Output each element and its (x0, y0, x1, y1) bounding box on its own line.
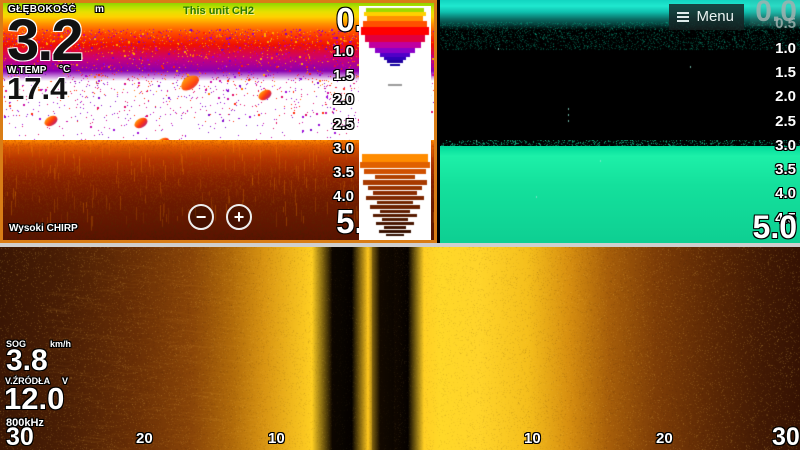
downscan-speckle-targets (440, 0, 800, 243)
menu-button[interactable]: Menu (669, 4, 744, 30)
a-scope-strip (359, 6, 431, 240)
sidescan-texture (0, 247, 800, 450)
depth-tick: 1.5 (775, 63, 796, 81)
temperature-label: W.TEMP (7, 65, 47, 76)
range-tick: 30 (772, 423, 800, 450)
sog-unit: km/h (50, 339, 72, 349)
depth-tick: 3.5 (775, 161, 796, 179)
depth-tick: 1.5 (333, 66, 354, 84)
temperature-value: 17.4 (7, 71, 68, 106)
zoom-controls: − + (188, 204, 252, 230)
temperature-unit: °C (59, 64, 71, 75)
voltage-value: 12.0 (4, 381, 65, 416)
depth-unit: m (95, 4, 104, 15)
depth-tick: 3.0 (333, 139, 354, 157)
depth-tick: 2.5 (775, 112, 796, 130)
depth-tick: 3.0 (775, 136, 796, 154)
depth-label: GŁĘBOKOŚĆ (8, 4, 77, 15)
chirp-sonar-panel[interactable]: This unit CH2 GŁĘBOKOŚĆ m 3.2 W.TEMP °C … (0, 0, 437, 243)
depth-value: 3.2 (7, 8, 84, 73)
voltage-label: V.ŹRÓDŁA (5, 376, 51, 386)
chirp-mode-label: Wysoki CHIRP (9, 223, 78, 234)
depth-tick: 3.5 (333, 164, 354, 182)
depth-tick: 4.0 (775, 185, 796, 203)
range-tick: 10 (524, 430, 541, 447)
range-tick: 30 (6, 423, 34, 450)
hamburger-icon (677, 10, 690, 24)
voltage-unit: V (62, 376, 69, 386)
zoom-in-button[interactable]: + (226, 204, 252, 230)
depth-tick: 4.0 (333, 188, 354, 206)
downscan-range-top: 0.0 (755, 0, 797, 28)
downscan-range-bottom: 5.0 (752, 209, 797, 243)
depth-scale-left: 1.0 1.5 2.0 2.5 3.0 3.5 4.0 (310, 3, 356, 240)
depth-tick: 1.0 (333, 42, 354, 60)
sog-label: SOG (6, 339, 27, 349)
range-tick: 10 (268, 430, 285, 447)
downscan-sonar-panel[interactable]: Menu 0.0 0.5 1.0 1.5 2.0 2.5 3.0 3.5 4.0 4.5 5.0 (440, 0, 800, 243)
sidescan-range-ruler: 30 20 10 10 20 30 (0, 417, 800, 450)
sidescan-sonar-panel[interactable]: SOG km/h 3.8 V.ŹRÓDŁA V 12.0 800kHz 30 20… (0, 243, 800, 450)
depth-scale-right: 0.5 1.0 1.5 2.0 2.5 3.0 3.5 4.0 4.5 (746, 0, 798, 243)
depth-tick: 4.5 (775, 209, 796, 227)
menu-button-label: Menu (696, 8, 734, 25)
sog-value: 3.8 (6, 344, 48, 377)
depth-tick: 2.0 (775, 88, 796, 106)
zoom-out-button[interactable]: − (188, 204, 214, 230)
depth-tick: 0.5 (775, 15, 796, 33)
depth-tick: 2.5 (333, 115, 354, 133)
frequency-label: 800kHz (6, 417, 44, 429)
depth-tick: 1.0 (775, 39, 796, 57)
depth-tick: 2.0 (333, 91, 354, 109)
range-tick: 20 (656, 430, 673, 447)
panel-title: This unit CH2 (183, 5, 254, 17)
range-tick: 20 (136, 430, 153, 447)
